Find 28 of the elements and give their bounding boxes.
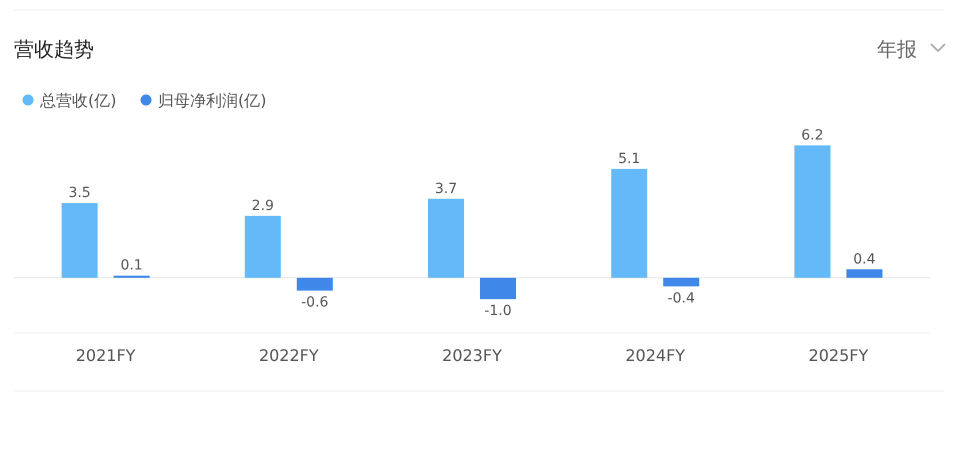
x-tick-label: 2021FY — [76, 346, 136, 365]
data-label: 6.2 — [801, 127, 824, 144]
bar — [611, 168, 648, 278]
legend-label: 归母净利润(亿) — [158, 91, 266, 110]
x-tick-label: 2022FY — [258, 346, 319, 365]
bar — [296, 278, 333, 291]
chart-title: 营收趋势 — [14, 37, 94, 61]
data-label: 0.4 — [853, 251, 876, 268]
data-label: 2.9 — [252, 198, 274, 214]
bar — [428, 198, 464, 278]
data-label: 3.7 — [434, 180, 458, 197]
data-label: -1.0 — [484, 303, 512, 320]
data-label: 3.5 — [68, 185, 91, 202]
legend-label: 总营收(亿) — [39, 91, 116, 110]
data-label: 5.1 — [618, 150, 640, 167]
bar — [62, 203, 98, 278]
bar — [794, 145, 830, 278]
bar — [244, 216, 281, 278]
data-label: -0.4 — [668, 290, 695, 306]
x-tick-label: 2023FY — [442, 346, 502, 365]
bar — [846, 269, 882, 278]
data-label: -0.6 — [301, 294, 329, 311]
x-tick-label: 2025FY — [808, 346, 868, 365]
x-tick-label: 2024FY — [625, 346, 686, 365]
bar — [480, 278, 516, 300]
text: 年报 — [877, 37, 917, 61]
data-label: 0.1 — [120, 258, 143, 274]
bar — [663, 278, 700, 286]
